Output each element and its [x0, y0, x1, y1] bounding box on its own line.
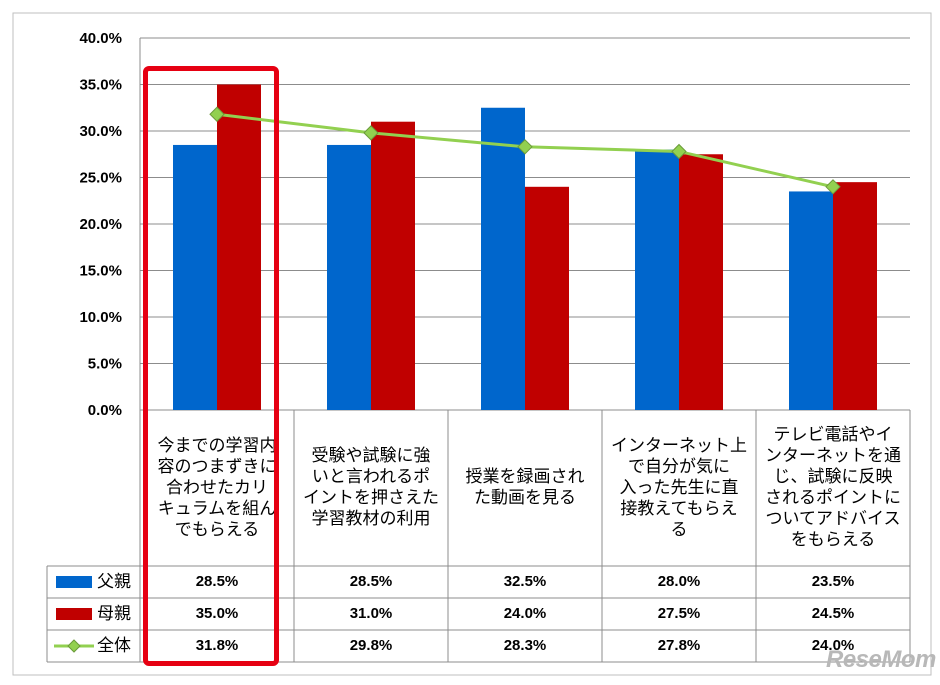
category-label-line: 容のつまずきに [157, 456, 277, 477]
y-tick-label: 35.0% [79, 77, 122, 94]
table-cell: 28.3% [503, 637, 547, 654]
table-cell: 31.8% [195, 637, 239, 654]
table-cell: 24.0% [811, 637, 855, 654]
category-label-line: 入った先生に直 [619, 477, 739, 498]
y-tick-label: 10.0% [79, 309, 122, 326]
category-label-line: 今までの学習内 [157, 435, 277, 456]
marker-全体 [517, 139, 533, 155]
table-cell: 27.8% [657, 637, 701, 654]
category-label-line: されるポイントに [765, 488, 901, 508]
chart-frame [12, 12, 932, 676]
category-label-line: をもらえる [790, 530, 876, 550]
table-cell: 23.5% [811, 573, 855, 590]
bar-母親 [679, 154, 723, 410]
y-tick-label: 0.0% [88, 402, 122, 419]
category-label-line: イントを押さえた [303, 488, 439, 508]
legend-label-全体: 全体 [97, 636, 131, 656]
category-label-line: でもらえる [174, 519, 260, 540]
table-cell: 32.5% [503, 573, 547, 590]
category-label: インターネット上 で自分が気に 入った先生に直 接教えてもらえる [602, 436, 756, 541]
legend-key-父親 [56, 576, 92, 588]
category-label-line: 合わせたカリ [166, 477, 268, 498]
category-label: 授業を録画され た動画を見る [448, 467, 602, 509]
category-label-line: 受験や試験に強 [311, 446, 431, 466]
table-cell: 28.5% [349, 573, 393, 590]
category-label-line: キュラムを組ん [157, 498, 277, 519]
table-cell: 31.0% [349, 605, 393, 622]
category-label-line: じ、試験に反映 [773, 467, 893, 487]
bar-母親 [525, 186, 569, 410]
bar-母親 [833, 182, 877, 410]
marker-全体 [671, 143, 687, 160]
category-label-line: いと言われるポ [311, 467, 431, 487]
category-label-line: 授業を録画され [465, 467, 585, 487]
bar-父親 [327, 144, 371, 410]
table-cell: 35.0% [195, 605, 239, 622]
bar-父親 [789, 191, 833, 410]
table-cell: 28.0% [657, 573, 701, 590]
marker-全体 [825, 179, 841, 195]
y-tick-label: 5.0% [88, 356, 122, 373]
table-cell: 29.8% [349, 637, 393, 654]
y-tick-label: 25.0% [79, 170, 122, 187]
category-label: 受験や試験に強 いと言われるポ イントを押さえた 学習教材の利用 [294, 446, 448, 530]
watermark-logo: ReseMom [826, 646, 936, 673]
table-cell: 24.0% [503, 605, 547, 622]
marker-全体 [363, 125, 379, 141]
marker-全体 [209, 106, 225, 122]
category-label-line: テレビ電話やイ [773, 425, 893, 445]
category-label-line: 学習教材の利用 [311, 509, 431, 529]
category-label-line: る [670, 519, 688, 540]
bar-母親 [371, 121, 415, 410]
legend-marker-全体 [67, 639, 81, 653]
y-tick-label: 30.0% [79, 123, 122, 140]
table-cell: 28.5% [195, 573, 239, 590]
bar-父親 [173, 144, 217, 410]
category-label-line: で自分が気に [628, 456, 730, 477]
category-label-line: 接教えてもらえ [620, 498, 738, 519]
category-label: テレビ電話やイ ンターネットを通 じ、試験に反映 されるポイントに ついてアドバイス をも… [756, 425, 910, 551]
y-tick-label: 20.0% [79, 216, 122, 233]
legend-label-父親: 父親 [97, 572, 131, 592]
table-cell: 27.5% [657, 605, 701, 622]
category-label-line: ンターネットを通 [765, 446, 901, 466]
bar-父親 [635, 149, 679, 410]
category-label-line: た動画を見る [474, 488, 576, 508]
category-label: 今までの学習内 容のつまずきに 合わせたカリ キュラムを組ん でもらえる [140, 436, 294, 541]
bar-父親 [481, 107, 525, 410]
category-label-line: ついてアドバイス [765, 509, 901, 529]
y-tick-label: 40.0% [79, 30, 122, 47]
bar-母親 [217, 84, 261, 410]
y-tick-label: 15.0% [79, 263, 122, 280]
legend-label-母親: 母親 [97, 604, 131, 624]
legend-key-母親 [56, 608, 92, 620]
table-cell: 24.5% [811, 605, 855, 622]
category-label-line: インターネット上 [611, 435, 747, 456]
